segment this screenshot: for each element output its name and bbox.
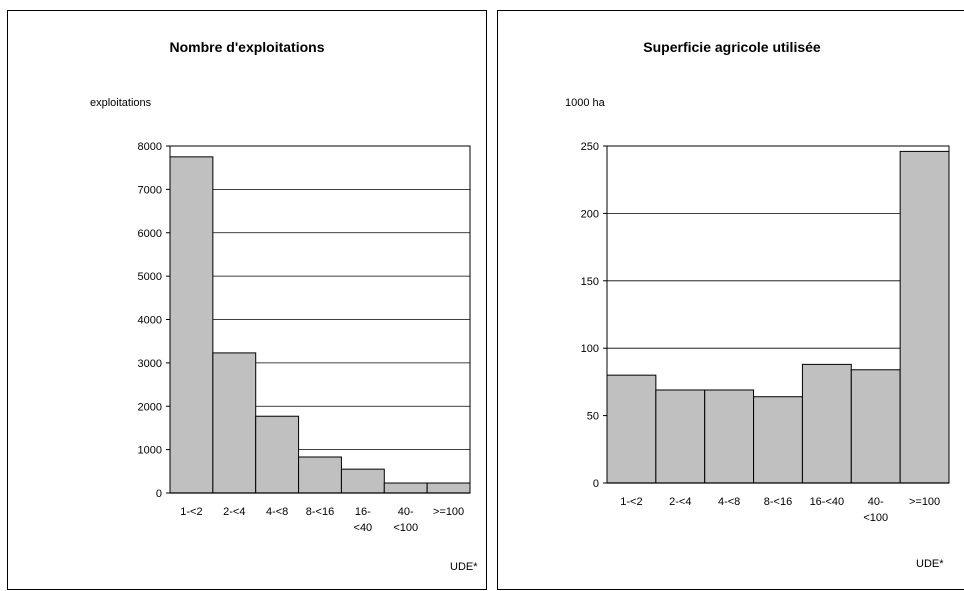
x-tick-label: >=100 xyxy=(433,506,464,518)
bar xyxy=(426,482,471,494)
x-tick-label-line: 40- xyxy=(868,496,884,508)
bar xyxy=(801,363,852,484)
chart-panel-right: Superficie agricole utilisée 1000 ha UDE… xyxy=(497,10,964,590)
x-axis-label: UDE* xyxy=(450,561,478,573)
x-tick-label-line: <100 xyxy=(863,512,888,524)
y-tick-label: 2000 xyxy=(138,401,162,413)
x-tick-label-line: 1-<2 xyxy=(620,496,642,508)
x-tick-label-line: 2-<4 xyxy=(223,506,245,518)
y-tick-label: 0 xyxy=(156,488,162,500)
bar xyxy=(850,369,901,484)
y-tick-label: 8000 xyxy=(138,141,162,153)
x-tick-label-line: <100 xyxy=(393,522,418,534)
x-tick-label-line: 4-<8 xyxy=(718,496,740,508)
x-tick-label: >=100 xyxy=(909,496,940,508)
bar xyxy=(255,415,300,494)
y-tick-label: 6000 xyxy=(138,228,162,240)
x-tick-label: 16-<40 xyxy=(810,496,845,508)
x-tick-label-line: >=100 xyxy=(433,506,464,518)
chart-svg-left: 0 1000 2000 3000 4000 5000 6000 7000 8000 1-<2 2-<… xyxy=(138,141,471,534)
x-tick-label: 16-<40 xyxy=(354,506,373,534)
y-tick-label: 1000 xyxy=(138,445,162,457)
y-tick-label: 4000 xyxy=(138,315,162,327)
chart-title: Nombre d'exploitations xyxy=(169,39,325,55)
x-tick-label: 8-<16 xyxy=(306,506,334,518)
chart-panel-left: Nombre d'exploitations exploitations UDE… xyxy=(7,10,487,590)
x-tick-label: 1-<2 xyxy=(620,496,642,508)
bar xyxy=(753,396,803,484)
x-tick-label: 1-<2 xyxy=(180,506,202,518)
x-tick-label: 2-<4 xyxy=(223,506,245,518)
y-tick-label: 5000 xyxy=(138,271,162,283)
x-tick-label: 4-<8 xyxy=(718,496,740,508)
x-tick-label: 2-<4 xyxy=(669,496,691,508)
y-tick-label: 100 xyxy=(581,343,599,355)
x-tick-label: 40- <100 xyxy=(393,506,418,534)
chart-title: Superficie agricole utilisée xyxy=(643,39,821,55)
bar xyxy=(212,352,257,494)
x-tick-label: 8-<16 xyxy=(764,496,792,508)
x-tick-label-line: 40- xyxy=(398,506,414,518)
x-tick-label-line: 8-<16 xyxy=(764,496,792,508)
y-tick-label: 250 xyxy=(581,141,599,153)
y-tick-label: 0 xyxy=(593,478,599,490)
chart-svg-right: 0 50 100 150 200 250 1-<2 2-<4 4-<8 8-<16 16-<40 40… xyxy=(581,141,950,524)
bar xyxy=(298,456,342,494)
bar xyxy=(340,468,385,494)
y-axis-label: exploitations xyxy=(90,97,152,109)
x-tick-label: 40- <100 xyxy=(863,496,888,524)
x-tick-label-line: 4-<8 xyxy=(266,506,288,518)
x-axis-label: UDE* xyxy=(916,558,944,570)
bar xyxy=(169,156,214,494)
y-tick-label: 50 xyxy=(587,411,599,423)
y-tick-label: 7000 xyxy=(138,184,162,196)
bar xyxy=(704,389,755,484)
bar xyxy=(899,150,950,484)
y-axis-label: 1000 ha xyxy=(565,97,605,109)
x-tick-label-line: <40 xyxy=(354,522,373,534)
x-tick-label-line: 2-<4 xyxy=(669,496,691,508)
x-tick-label-line: 1-<2 xyxy=(180,506,202,518)
x-tick-label: 4-<8 xyxy=(266,506,288,518)
y-tick-label: 200 xyxy=(581,208,599,220)
y-tick-label: 150 xyxy=(581,276,599,288)
x-tick-label-line: 16-<40 xyxy=(810,496,845,508)
x-tick-label-line: 16- xyxy=(355,506,371,518)
bar xyxy=(606,374,657,484)
bar xyxy=(655,389,706,484)
x-tick-label-line: 8-<16 xyxy=(306,506,334,518)
bar xyxy=(383,482,428,494)
y-tick-label: 3000 xyxy=(138,358,162,370)
x-tick-label-line: >=100 xyxy=(909,496,940,508)
